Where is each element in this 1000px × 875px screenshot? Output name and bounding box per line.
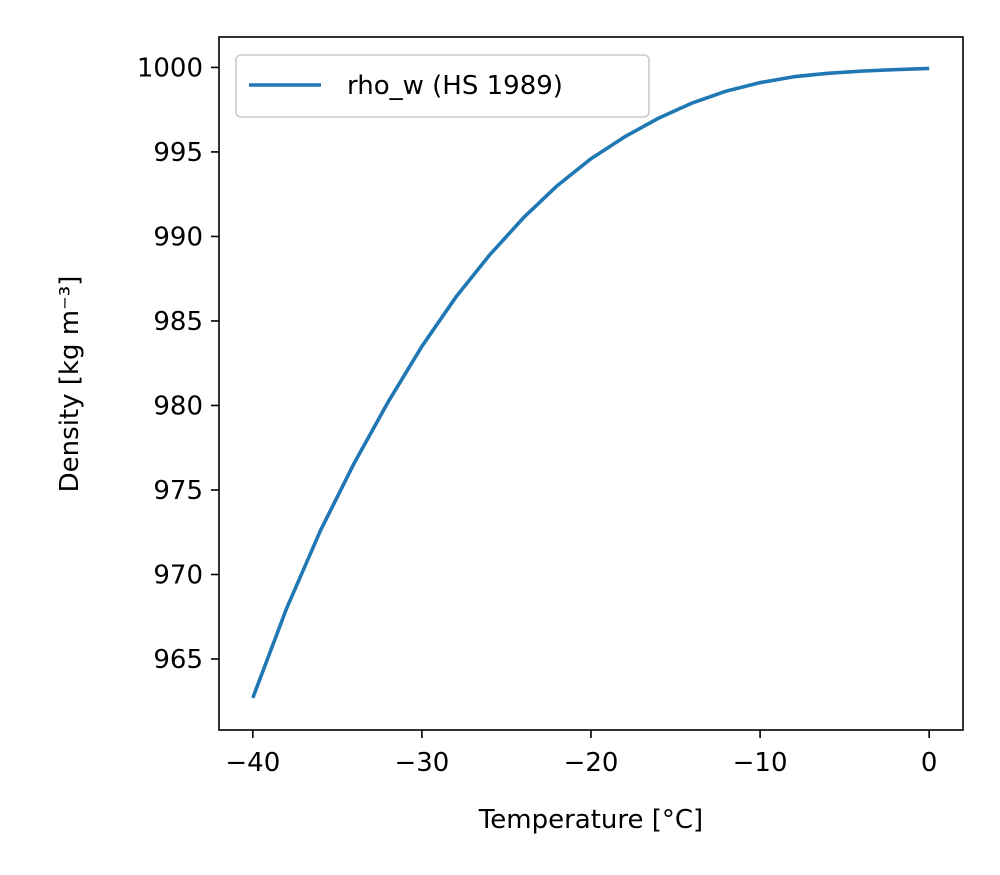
series-line — [251, 66, 930, 699]
x-tick-label: −20 — [564, 748, 619, 778]
y-axis: 965 970 975 980 985 990 995 1000 — [137, 53, 219, 675]
x-tick-label: −40 — [225, 748, 280, 778]
x-axis-label: Temperature [°C] — [478, 805, 703, 835]
y-tick-label: 990 — [153, 222, 203, 252]
y-tick-label: 975 — [153, 476, 203, 506]
y-axis-label: Density [kg m⁻³] — [55, 276, 85, 493]
y-tick-label: 985 — [153, 307, 203, 337]
y-tick-label: 1000 — [137, 53, 203, 83]
plot-area — [219, 37, 963, 730]
x-axis: −40 −30 −20 −10 0 — [225, 730, 937, 778]
x-tick-label: −30 — [394, 748, 449, 778]
x-tick-label: 0 — [921, 748, 938, 778]
x-tick-label: −10 — [733, 748, 788, 778]
y-tick-label: 995 — [153, 138, 203, 168]
legend-box — [235, 54, 650, 118]
legend: rho_w (HS 1989) — [235, 54, 650, 118]
y-tick-label: 980 — [153, 391, 203, 421]
series-layer — [251, 66, 930, 699]
legend-label: rho_w (HS 1989) — [347, 71, 563, 101]
y-tick-label: 965 — [153, 645, 203, 675]
y-tick-label: 970 — [153, 560, 203, 590]
